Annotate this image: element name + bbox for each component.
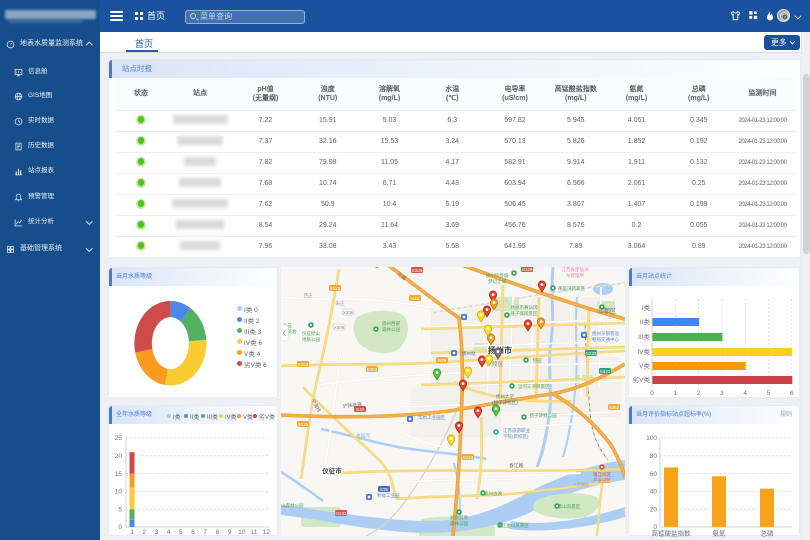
svg-text:枢纽交通中心: 枢纽交通中心 <box>592 336 619 343</box>
svg-text:6: 6 <box>191 529 195 535</box>
svg-text:扬州东部客运: 扬州东部客运 <box>592 330 619 337</box>
svg-text:学院(新校区): 学院(新校区) <box>503 433 529 440</box>
svg-text:S35: S35 <box>380 487 389 492</box>
svg-text:3: 3 <box>155 529 159 535</box>
svg-text:12: 12 <box>263 529 271 535</box>
svg-text:7: 7 <box>203 529 207 535</box>
svg-text:0: 0 <box>650 390 654 397</box>
svg-text:V类: V类 <box>639 361 650 370</box>
svg-text:III类: III类 <box>638 332 650 341</box>
svg-text:江都区: 江都区 <box>598 307 616 315</box>
svg-text:I类: I类 <box>642 303 651 312</box>
svg-text:S352: S352 <box>609 405 620 410</box>
svg-text:G345: G345 <box>411 268 423 273</box>
svg-text:扬州站: 扬州站 <box>462 350 476 357</box>
svg-text:G233: G233 <box>585 351 597 356</box>
svg-text:G233: G233 <box>335 511 347 516</box>
svg-text:高锰酸盐指数: 高锰酸盐指数 <box>652 529 692 538</box>
svg-text:20: 20 <box>115 453 123 460</box>
svg-text:II类: II类 <box>640 317 651 326</box>
svg-text:瓜州古渡: 瓜州古渡 <box>484 490 502 497</box>
svg-text:西庄: 西庄 <box>304 292 313 299</box>
svg-text:扬州华侨城: 扬州华侨城 <box>486 272 509 279</box>
svg-text:人民闸站: 人民闸站 <box>573 481 589 487</box>
svg-text:0: 0 <box>653 524 657 531</box>
svg-text:10: 10 <box>115 489 123 496</box>
svg-text:80: 80 <box>650 453 658 460</box>
svg-text:6: 6 <box>790 390 794 397</box>
svg-text:氨氮: 氨氮 <box>713 529 727 538</box>
svg-text:S331: S331 <box>600 369 611 374</box>
svg-text:1: 1 <box>673 390 677 397</box>
svg-text:朱庄: 朱庄 <box>336 300 345 307</box>
svg-text:利福工业园: 利福工业园 <box>377 492 400 499</box>
svg-text:博览会: 博览会 <box>283 328 297 335</box>
svg-text:S49: S49 <box>411 296 420 301</box>
svg-text:沪陕高速: 沪陕高速 <box>342 401 362 410</box>
svg-text:扬子津野公园: 扬子津野公园 <box>530 412 557 419</box>
svg-text:4: 4 <box>743 390 747 397</box>
svg-text:S353: S353 <box>367 367 378 372</box>
svg-text:G40: G40 <box>356 407 365 412</box>
svg-text:华扬工业园区: 华扬工业园区 <box>418 414 445 421</box>
svg-text:1: 1 <box>130 529 134 535</box>
svg-text:运河三湾风景区: 运河三湾风景区 <box>518 383 550 390</box>
svg-text:扬州大学: 扬州大学 <box>496 393 514 400</box>
svg-text:江苏省邵仙洲: 江苏省邵仙洲 <box>562 267 589 273</box>
svg-text:焦山风景区: 焦山风景区 <box>558 503 581 510</box>
svg-text:北路: 北路 <box>396 271 408 282</box>
svg-text:20: 20 <box>650 506 658 513</box>
svg-text:润扬湿地: 润扬湿地 <box>450 514 468 521</box>
svg-text:山森林公园: 山森林公园 <box>281 502 304 509</box>
svg-text:11: 11 <box>251 529 258 535</box>
svg-text:广陵区: 广陵区 <box>487 360 504 368</box>
svg-text:总磷: 总磷 <box>761 529 775 538</box>
svg-text:G328: G328 <box>521 267 533 272</box>
svg-text:5: 5 <box>118 506 122 513</box>
svg-text:春江路: 春江路 <box>509 462 524 469</box>
svg-text:8: 8 <box>216 529 220 535</box>
svg-text:何园: 何园 <box>533 357 542 364</box>
svg-text:隆子城风景区: 隆子城风景区 <box>511 310 538 317</box>
svg-text:100: 100 <box>646 435 657 442</box>
svg-text:5: 5 <box>179 529 183 535</box>
svg-text:0: 0 <box>118 524 122 531</box>
svg-text:S125: S125 <box>298 422 309 427</box>
svg-text:2: 2 <box>697 390 701 397</box>
svg-text:S125: S125 <box>330 286 341 291</box>
svg-text:扬州市赛凤冈: 扬州市赛凤冈 <box>511 304 538 311</box>
svg-text:S353: S353 <box>298 362 309 367</box>
svg-text:IV类: IV类 <box>637 347 650 356</box>
svg-text:S243: S243 <box>463 455 474 460</box>
svg-text:产业园区: 产业园区 <box>593 477 611 484</box>
svg-text:江苏旅游职业: 江苏旅游职业 <box>503 427 530 434</box>
svg-text:劣V类: 劣V类 <box>633 375 651 384</box>
svg-text:S49: S49 <box>438 358 447 363</box>
svg-text:仪征捺山: 仪征捺山 <box>302 330 320 337</box>
svg-text:10: 10 <box>238 529 246 535</box>
svg-text:(扬子津校区): (扬子津校区) <box>492 399 518 406</box>
svg-text:3: 3 <box>720 390 724 397</box>
svg-text:5: 5 <box>767 390 771 397</box>
svg-text:森林公园: 森林公园 <box>450 520 468 527</box>
svg-text:镇江金山风景区: 镇江金山风景区 <box>497 522 529 529</box>
svg-text:40: 40 <box>650 489 658 496</box>
svg-text:15: 15 <box>115 471 123 478</box>
svg-text:古运河: 古运河 <box>356 432 370 439</box>
svg-text:茱萸湾风景区: 茱萸湾风景区 <box>558 285 585 292</box>
svg-text:X309: X309 <box>334 325 345 330</box>
svg-text:仪征市: 仪征市 <box>321 466 342 475</box>
svg-text:地质公园: 地质公园 <box>302 336 320 343</box>
svg-text:2: 2 <box>142 529 146 535</box>
svg-text:4: 4 <box>167 529 171 535</box>
svg-text:X306: X306 <box>343 310 354 315</box>
svg-text:60: 60 <box>650 471 658 478</box>
svg-text:梦幻之城: 梦幻之城 <box>488 278 506 285</box>
svg-text:9: 9 <box>228 529 232 535</box>
svg-text:州管理所: 州管理所 <box>566 272 584 279</box>
svg-text:森林公园: 森林公园 <box>382 326 400 333</box>
svg-text:扬州西部: 扬州西部 <box>382 320 400 327</box>
svg-text:镇江新区: 镇江新区 <box>593 471 611 478</box>
svg-text:25: 25 <box>115 435 123 442</box>
